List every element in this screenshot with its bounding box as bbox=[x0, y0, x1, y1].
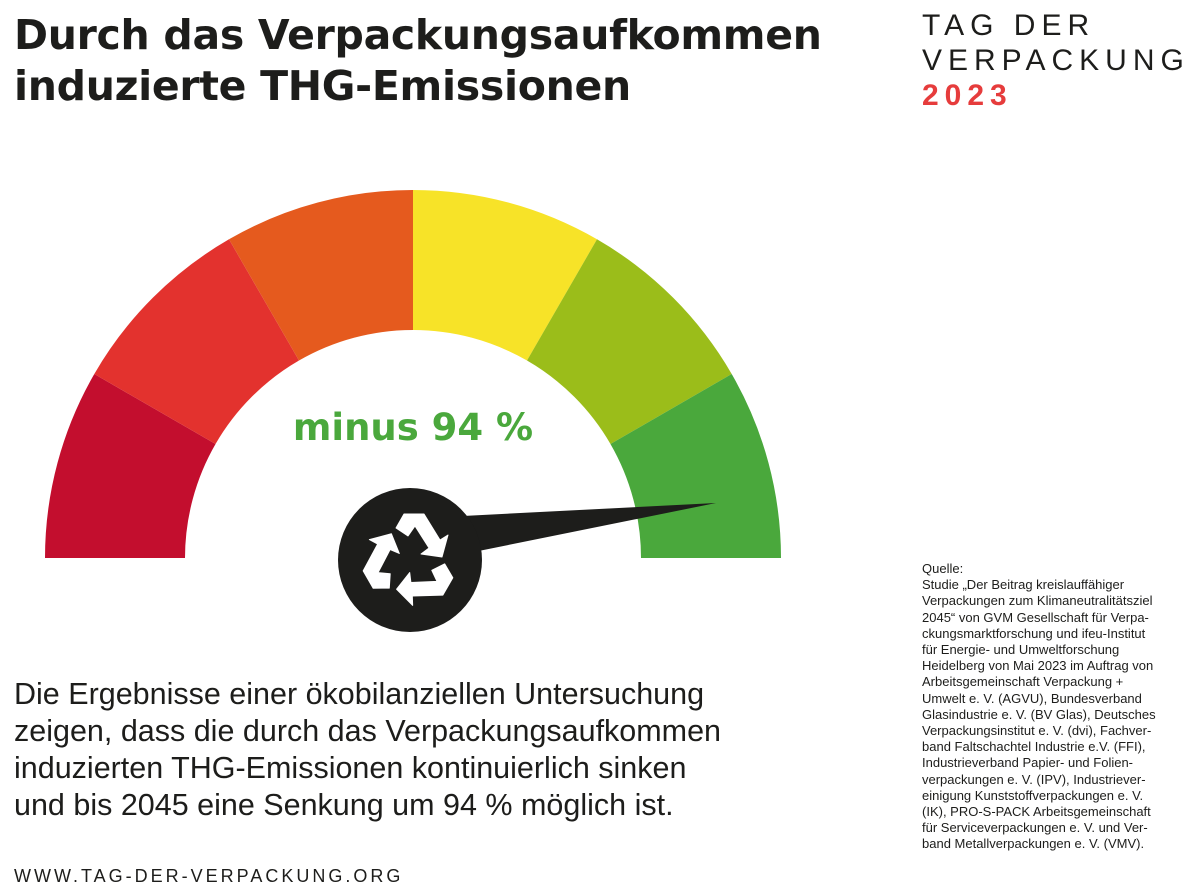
gauge bbox=[45, 190, 781, 632]
headline-line-1: Durch das Verpackungsaufkommen bbox=[14, 11, 822, 59]
brand-line-1: TAG DER bbox=[922, 9, 1096, 42]
source-label: Quelle: bbox=[922, 561, 964, 576]
source-line: ckungsmarktforschung und ifeu-Institut bbox=[922, 625, 1146, 641]
gauge-segment bbox=[45, 374, 216, 558]
brand-year: 2023 bbox=[922, 79, 1013, 112]
website-url: WWW.TAG-DER-VERPACKUNG.ORG bbox=[14, 866, 404, 886]
headline: Durch das Verpackungsaufkommen induziert… bbox=[14, 10, 874, 112]
source-line: 2045“ von GVM Gesellschaft für Verpa- bbox=[922, 609, 1149, 625]
source-line: Industrieverband Papier- und Folien- bbox=[922, 755, 1134, 771]
headline-line-2: induzierte THG-Emissionen bbox=[14, 62, 631, 110]
gauge-segment bbox=[229, 190, 413, 361]
source-line: für Serviceverpackungen e. V. und Ver- bbox=[922, 820, 1148, 836]
gauge-segments bbox=[45, 190, 781, 558]
source-line: Umwelt e. V. (AGVU), Bundesverband bbox=[922, 690, 1142, 706]
source-line: Verpackungen zum Klimaneutralitätsziel bbox=[922, 593, 1153, 609]
source-line: für Energie- und Umweltforschung bbox=[922, 642, 1120, 658]
source-line: (IK), PRO-S-PACK Arbeitsgemeinschaft bbox=[922, 804, 1151, 820]
gauge-segment bbox=[413, 190, 597, 361]
source-line: band Metallverpackungen e. V. (VMV). bbox=[922, 836, 1145, 852]
gauge-value-label: minus 94 % bbox=[292, 406, 534, 449]
source-line: verpackungen e. V. (IPV), Industriever- bbox=[922, 771, 1146, 787]
brand-line-2: VERPACKUNG bbox=[922, 44, 1190, 77]
body-text: Die Ergebnisse einer ökobilanziellen Unt… bbox=[14, 676, 874, 824]
brand-logo: TAG DER VERPACKUNG 2023 bbox=[922, 8, 1190, 113]
source-line: Arbeitsgemeinschaft Verpackung + bbox=[922, 674, 1124, 690]
body-line-2: zeigen, dass die durch das Verpackungsau… bbox=[14, 714, 722, 748]
gauge-segment bbox=[527, 239, 732, 444]
source-line: Studie „Der Beitrag kreislauffähiger bbox=[922, 577, 1125, 593]
source-line: Glasindustrie e. V. (BV Glas), Deutsches bbox=[922, 706, 1156, 722]
source-line: einigung Kunststoffverpackungen e. V. bbox=[922, 787, 1144, 803]
body-line-1: Die Ergebnisse einer ökobilanziellen Unt… bbox=[14, 677, 705, 711]
gauge-needle bbox=[424, 503, 716, 562]
gauge-segment bbox=[94, 239, 300, 444]
source-line: Heidelberg von Mai 2023 im Auftrag von bbox=[922, 658, 1154, 674]
recycle-icon bbox=[350, 513, 458, 617]
gauge-hub bbox=[338, 488, 482, 632]
body-line-3: induzierten THG-Emissionen kontinuierlic… bbox=[14, 751, 687, 785]
body-line-4: und bis 2045 eine Senkung um 94 % möglic… bbox=[14, 788, 674, 822]
source-line: Verpackungsinstitut e. V. (dvi), Fachver… bbox=[922, 723, 1152, 739]
source-line: band Faltschachtel Industrie e.V. (FFI), bbox=[922, 739, 1146, 755]
source-note: Quelle: Studie „Der Beitrag kreislauffäh… bbox=[922, 561, 1190, 853]
